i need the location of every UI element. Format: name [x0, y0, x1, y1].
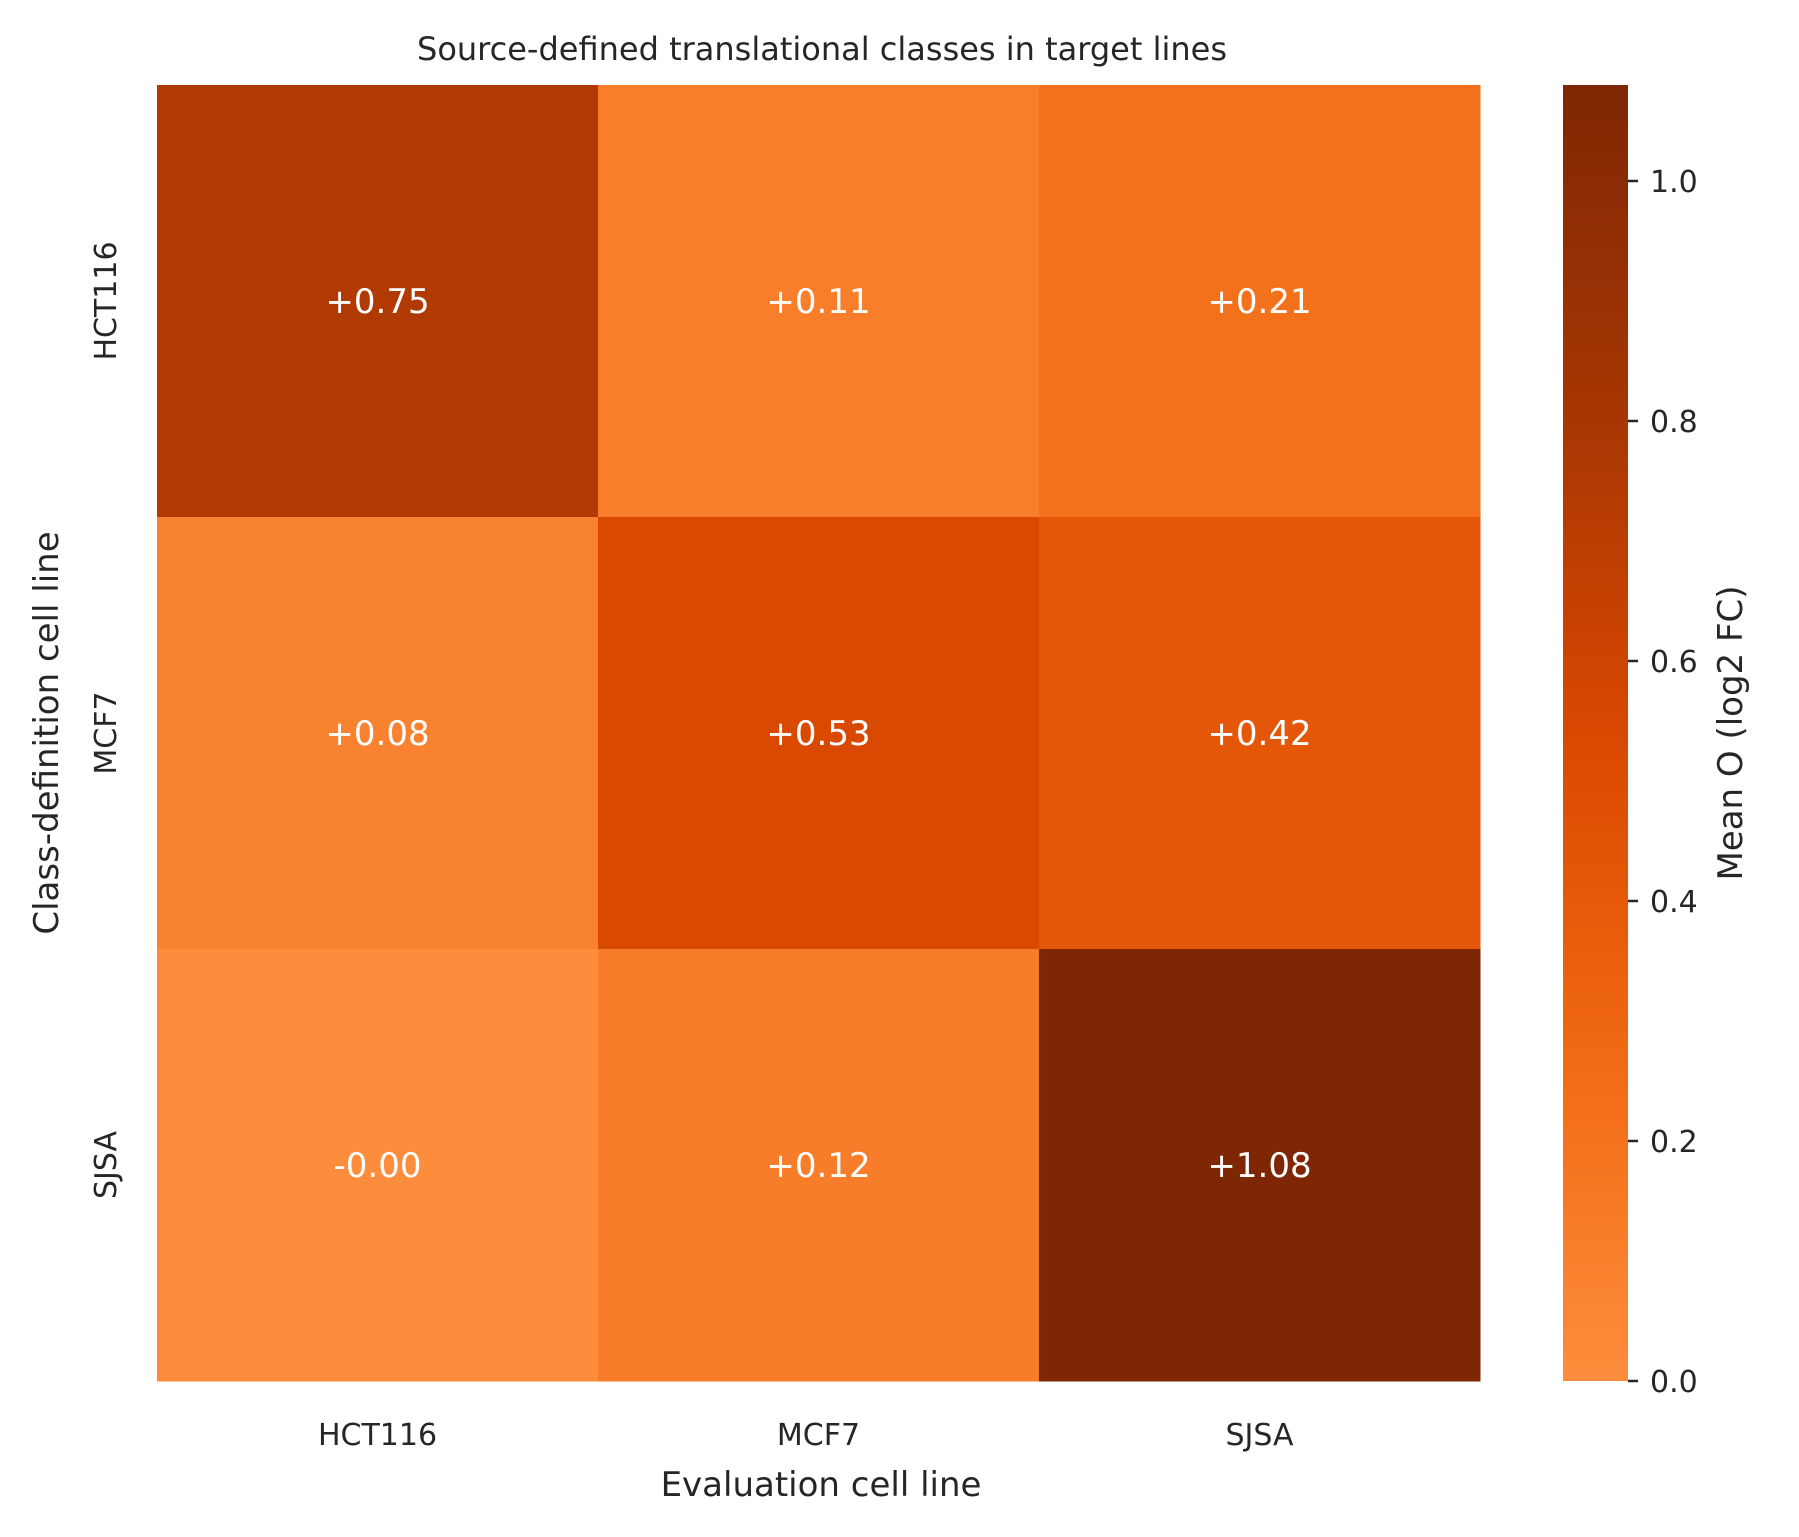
heatmap-cell — [1039, 517, 1481, 950]
colorbar-tick-label: 0.2 — [1650, 1125, 1698, 1160]
x-tick-label: MCF7 — [777, 1418, 860, 1453]
y-tick-label: SJSA — [89, 1131, 124, 1199]
colorbar-tick-label: 0.8 — [1650, 405, 1698, 440]
colorbar-gradient — [1563, 85, 1628, 1381]
cell-annotation: +0.11 — [766, 282, 870, 322]
heatmap-cells: +0.75 +0.11 +0.21 +0.08 +0.53 +0.42 -0.00 +0.12… — [157, 85, 1481, 1382]
colorbar: 0.0 0.2 0.4 0.6 0.8 1.0 Mean O (log2 FC) — [1563, 85, 1751, 1400]
colorbar-label: Mean O (log2 FC) — [1711, 585, 1751, 880]
colorbar-tick-label: 1.0 — [1650, 165, 1698, 200]
cell-annotation: +0.75 — [325, 282, 429, 322]
colorbar-tick-label: 0.4 — [1650, 885, 1698, 920]
cell-annotation: -0.00 — [334, 1146, 422, 1186]
x-axis-label: Evaluation cell line — [661, 1465, 982, 1505]
heatmap-cell — [157, 949, 599, 1382]
cell-annotation: +0.12 — [766, 1146, 870, 1186]
heatmap-cell — [598, 85, 1040, 518]
cell-annotation: +0.08 — [325, 714, 429, 754]
colorbar-ticks: 0.0 0.2 0.4 0.6 0.8 1.0 — [1628, 165, 1698, 1400]
x-tick-label: HCT116 — [318, 1418, 437, 1453]
heatmap-cell — [157, 517, 599, 950]
y-tick-label: MCF7 — [89, 691, 124, 774]
heatmap-cell — [1039, 85, 1481, 518]
heatmap-cell — [157, 85, 599, 518]
cell-annotation: +0.21 — [1207, 282, 1311, 322]
colorbar-tick-label: 0.0 — [1650, 1365, 1698, 1400]
cell-annotation: +0.53 — [766, 714, 870, 754]
heatmap-cell — [598, 949, 1040, 1382]
heatmap-cell — [1039, 949, 1481, 1382]
y-tick-label: HCT116 — [89, 241, 124, 360]
colorbar-tick-label: 0.6 — [1650, 645, 1698, 680]
x-tick-label: SJSA — [1225, 1418, 1293, 1453]
cell-annotation: +0.42 — [1207, 714, 1311, 754]
x-axis-ticks: HCT116 MCF7 SJSA — [318, 1418, 1294, 1453]
y-axis-label: Class-definition cell line — [27, 531, 67, 934]
y-axis-ticks: HCT116 MCF7 SJSA — [89, 241, 124, 1199]
chart-title: Source-defined translational classes in … — [417, 30, 1227, 68]
heatmap-cell — [598, 517, 1040, 950]
cell-annotation: +1.08 — [1207, 1146, 1311, 1186]
